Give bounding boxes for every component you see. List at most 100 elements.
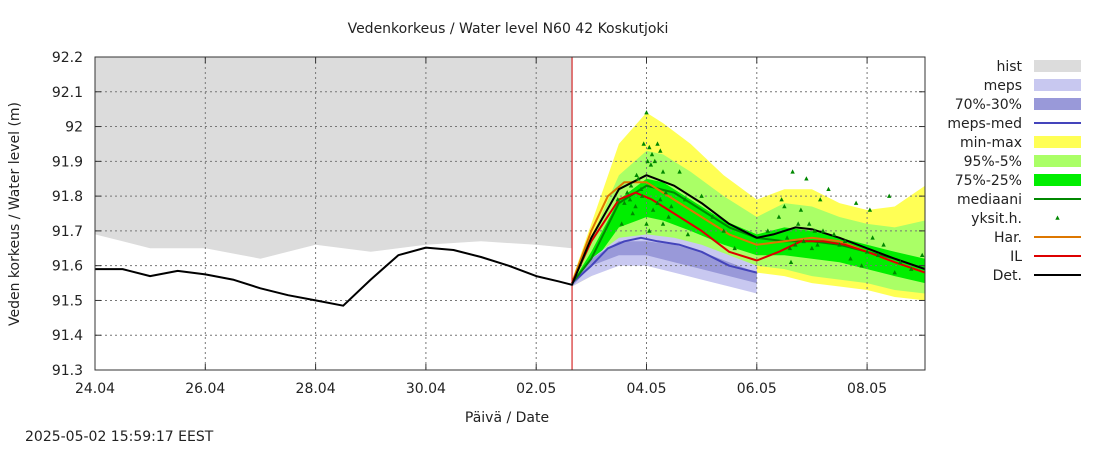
det-line [95, 174, 926, 307]
axes: 91.3 91.4 91.5 91.6 91.7 91.8 91.9 92 92.1 92.2 24… [52, 50, 926, 397]
yksit-point [765, 228, 770, 233]
yksit-point [652, 158, 657, 164]
yksit-point [699, 193, 704, 198]
legend-swatch-minmax [1034, 136, 1081, 148]
y-tick-label: 91.3 [52, 363, 83, 379]
y-tick-label: 92 [65, 120, 83, 136]
yksit-point [644, 110, 649, 115]
x-axis-label: Päivä / Date [465, 410, 549, 426]
yksit-point [887, 193, 892, 198]
yksit-point [721, 228, 726, 233]
yksit-point [784, 235, 790, 240]
yksit-point [639, 193, 645, 198]
yksit-point [870, 235, 875, 240]
yksit-point [658, 197, 663, 202]
yksit-point [650, 207, 656, 212]
legend-label-p70_30: 70%-30% [955, 97, 1022, 113]
il-line [571, 191, 926, 284]
yksit-point [633, 204, 638, 209]
x-tick-label: 30.04 [406, 381, 446, 397]
yksit-point [636, 176, 641, 181]
yksit-point [801, 238, 806, 244]
yksit-point [628, 183, 634, 188]
yksit-point [655, 141, 660, 146]
legend-label-hist: hist [996, 59, 1022, 75]
y-tick-label: 91.6 [52, 259, 83, 275]
x-tick-label: 08.05 [847, 381, 887, 397]
yksit-point [645, 158, 650, 164]
legend: hist meps 70%-30% meps-med min-max 95%-5% 75%-… [947, 59, 1081, 284]
yksit-point [677, 169, 682, 174]
hist-area [95, 57, 572, 259]
yksit-point [793, 242, 798, 247]
yksit-point [682, 197, 688, 202]
x-tick-label: 04.05 [626, 381, 666, 397]
meps-med-line [571, 236, 758, 284]
y-tick-label: 91.4 [52, 328, 83, 344]
legend-label-yksit: yksit.h. [971, 211, 1022, 227]
y-tick-label: 91.8 [52, 189, 83, 205]
yksit-point [831, 231, 837, 237]
yksit-point [630, 211, 635, 216]
yksit-point [710, 214, 715, 219]
yksit-point [796, 221, 801, 226]
chart-title: Vedenkorkeus / Water level N60 42 Koskut… [348, 21, 669, 37]
legend-label-det: Det. [993, 268, 1022, 284]
p70-30-band [572, 241, 757, 287]
plot-area [94, 56, 926, 371]
yksit-point [820, 228, 826, 233]
timestamp: 2025-05-02 15:59:17 EEST [25, 429, 214, 445]
yksit-point [615, 197, 620, 202]
y-tick-label: 91.5 [52, 293, 83, 309]
yksit-point [649, 151, 655, 157]
yksit-point [809, 245, 815, 251]
legend-label-meps: meps [984, 78, 1022, 94]
yksit-point [638, 186, 644, 191]
legend-swatch-meps [1034, 79, 1081, 91]
legend-swatch-p75_25 [1034, 174, 1081, 186]
yksit-point [853, 200, 859, 205]
legend-label-p95_5: 95%-5% [964, 154, 1022, 170]
yksit-point [666, 214, 671, 219]
yksit-point [807, 221, 812, 226]
yksit-point [644, 221, 649, 226]
y-tick-label: 91.9 [52, 154, 83, 170]
yksit-point [685, 231, 691, 237]
yksit-point [804, 176, 809, 181]
yksit-point [842, 238, 848, 244]
legend-label-minmax: min-max [960, 135, 1022, 151]
yksit-point [787, 245, 793, 251]
yksit-point [732, 245, 737, 251]
plot-frame [94, 56, 926, 371]
yksit-point [867, 207, 873, 212]
yksit-point [790, 169, 795, 174]
legend-swatch-p70_30 [1034, 98, 1081, 110]
yksit-point [648, 162, 654, 167]
yksit-point [837, 242, 842, 247]
yksit-point [627, 197, 633, 202]
yksit-point [788, 259, 794, 264]
yksit-point [909, 266, 914, 271]
x-tick-label: 26.04 [185, 381, 225, 397]
y-tick-label: 92.2 [52, 50, 83, 66]
yksit-point [864, 249, 870, 254]
yksit-point [647, 228, 652, 233]
yksit-point [920, 252, 925, 257]
yksit-point [622, 200, 627, 205]
yksit-point [782, 204, 787, 209]
yksit-point [818, 197, 823, 202]
yksit-point [812, 228, 817, 233]
yksit-point [625, 190, 630, 195]
legend-swatch-yksit [1055, 215, 1060, 220]
yksit-point [779, 197, 784, 202]
yksit-point [660, 221, 666, 226]
yksit-point [875, 252, 881, 257]
yksit-point [898, 259, 903, 264]
legend-swatch-hist [1034, 60, 1081, 72]
yksit-point [660, 169, 666, 174]
legend-label-meps_med: meps-med [947, 116, 1022, 132]
legend-swatch-p95_5 [1034, 155, 1081, 167]
yksit-point [881, 242, 886, 247]
yksit-point [634, 172, 639, 177]
